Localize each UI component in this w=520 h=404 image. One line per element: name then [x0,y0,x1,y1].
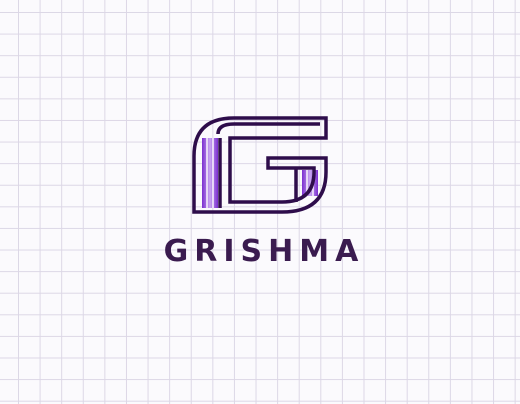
g-top-arc [216,122,320,135]
brand-name: GRISHMA [163,234,365,269]
left-stripes [202,138,218,208]
g-outer-outline [192,116,328,214]
g-inner-stroke [218,138,298,208]
letter-g-monogram-icon [192,116,328,214]
